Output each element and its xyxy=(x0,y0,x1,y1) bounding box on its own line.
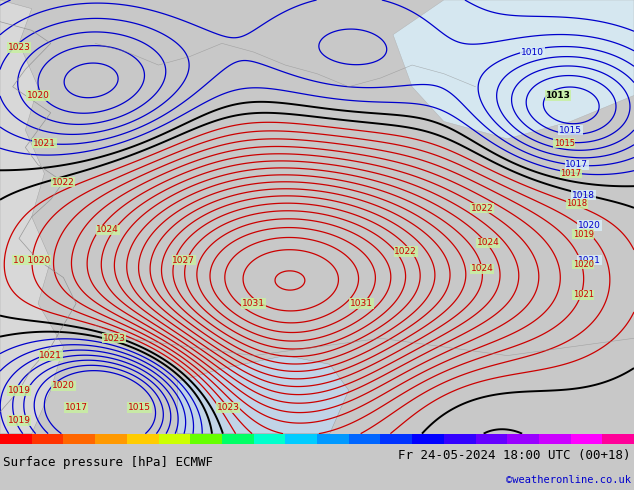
Bar xyxy=(0,434,32,444)
Bar xyxy=(127,434,158,444)
Polygon shape xyxy=(0,0,63,434)
Text: 1023: 1023 xyxy=(8,43,30,52)
Polygon shape xyxy=(178,356,349,434)
Text: 1022: 1022 xyxy=(394,247,417,256)
Text: 1022: 1022 xyxy=(470,204,493,213)
Text: 1013: 1013 xyxy=(545,91,571,100)
Bar xyxy=(190,434,222,444)
Bar xyxy=(412,434,444,444)
Text: 10 1020: 10 1020 xyxy=(13,256,50,265)
Bar xyxy=(254,434,285,444)
Bar xyxy=(349,434,380,444)
Bar xyxy=(32,434,63,444)
Bar xyxy=(444,434,476,444)
Text: ©weatheronline.co.uk: ©weatheronline.co.uk xyxy=(506,475,631,485)
Text: 1017: 1017 xyxy=(65,403,87,412)
Bar xyxy=(602,434,634,444)
Text: Surface pressure [hPa] ECMWF: Surface pressure [hPa] ECMWF xyxy=(3,457,213,469)
Bar xyxy=(380,434,412,444)
Text: 1024: 1024 xyxy=(477,238,500,247)
Bar xyxy=(158,434,190,444)
Text: 1021: 1021 xyxy=(578,256,601,265)
Polygon shape xyxy=(393,0,634,139)
Text: 1031: 1031 xyxy=(350,299,373,308)
Text: 1015: 1015 xyxy=(559,125,582,135)
Text: 1018: 1018 xyxy=(572,191,595,199)
Text: 1023: 1023 xyxy=(103,334,126,343)
Text: 1020: 1020 xyxy=(52,381,75,391)
Bar xyxy=(222,434,254,444)
Text: 1019: 1019 xyxy=(8,416,30,425)
Text: 1027: 1027 xyxy=(172,256,195,265)
Bar xyxy=(317,434,349,444)
Text: 1017: 1017 xyxy=(566,160,588,169)
Text: 1023: 1023 xyxy=(217,403,240,412)
Bar xyxy=(476,434,507,444)
Bar xyxy=(507,434,539,444)
Text: 1015: 1015 xyxy=(128,403,151,412)
Text: 1031: 1031 xyxy=(242,299,265,308)
Text: 1021: 1021 xyxy=(573,291,594,299)
Text: 1020: 1020 xyxy=(578,221,601,230)
Text: 1019: 1019 xyxy=(573,230,594,239)
Text: 1024: 1024 xyxy=(470,265,493,273)
Text: 1015: 1015 xyxy=(553,139,575,147)
Text: 1010: 1010 xyxy=(521,48,544,56)
Bar xyxy=(63,434,95,444)
Bar xyxy=(571,434,602,444)
Text: 1021: 1021 xyxy=(39,351,62,360)
Text: 1019: 1019 xyxy=(8,386,30,395)
Text: 1021: 1021 xyxy=(33,139,56,147)
Bar xyxy=(285,434,317,444)
Text: Fr 24-05-2024 18:00 UTC (00+18): Fr 24-05-2024 18:00 UTC (00+18) xyxy=(398,448,631,462)
Bar xyxy=(95,434,127,444)
Text: 1017: 1017 xyxy=(560,169,581,178)
Text: 1020: 1020 xyxy=(573,260,594,269)
Text: 1020: 1020 xyxy=(27,91,49,100)
Text: 1018: 1018 xyxy=(566,199,588,208)
Text: 1022: 1022 xyxy=(52,178,75,187)
Text: 1024: 1024 xyxy=(96,225,119,234)
Bar xyxy=(539,434,571,444)
